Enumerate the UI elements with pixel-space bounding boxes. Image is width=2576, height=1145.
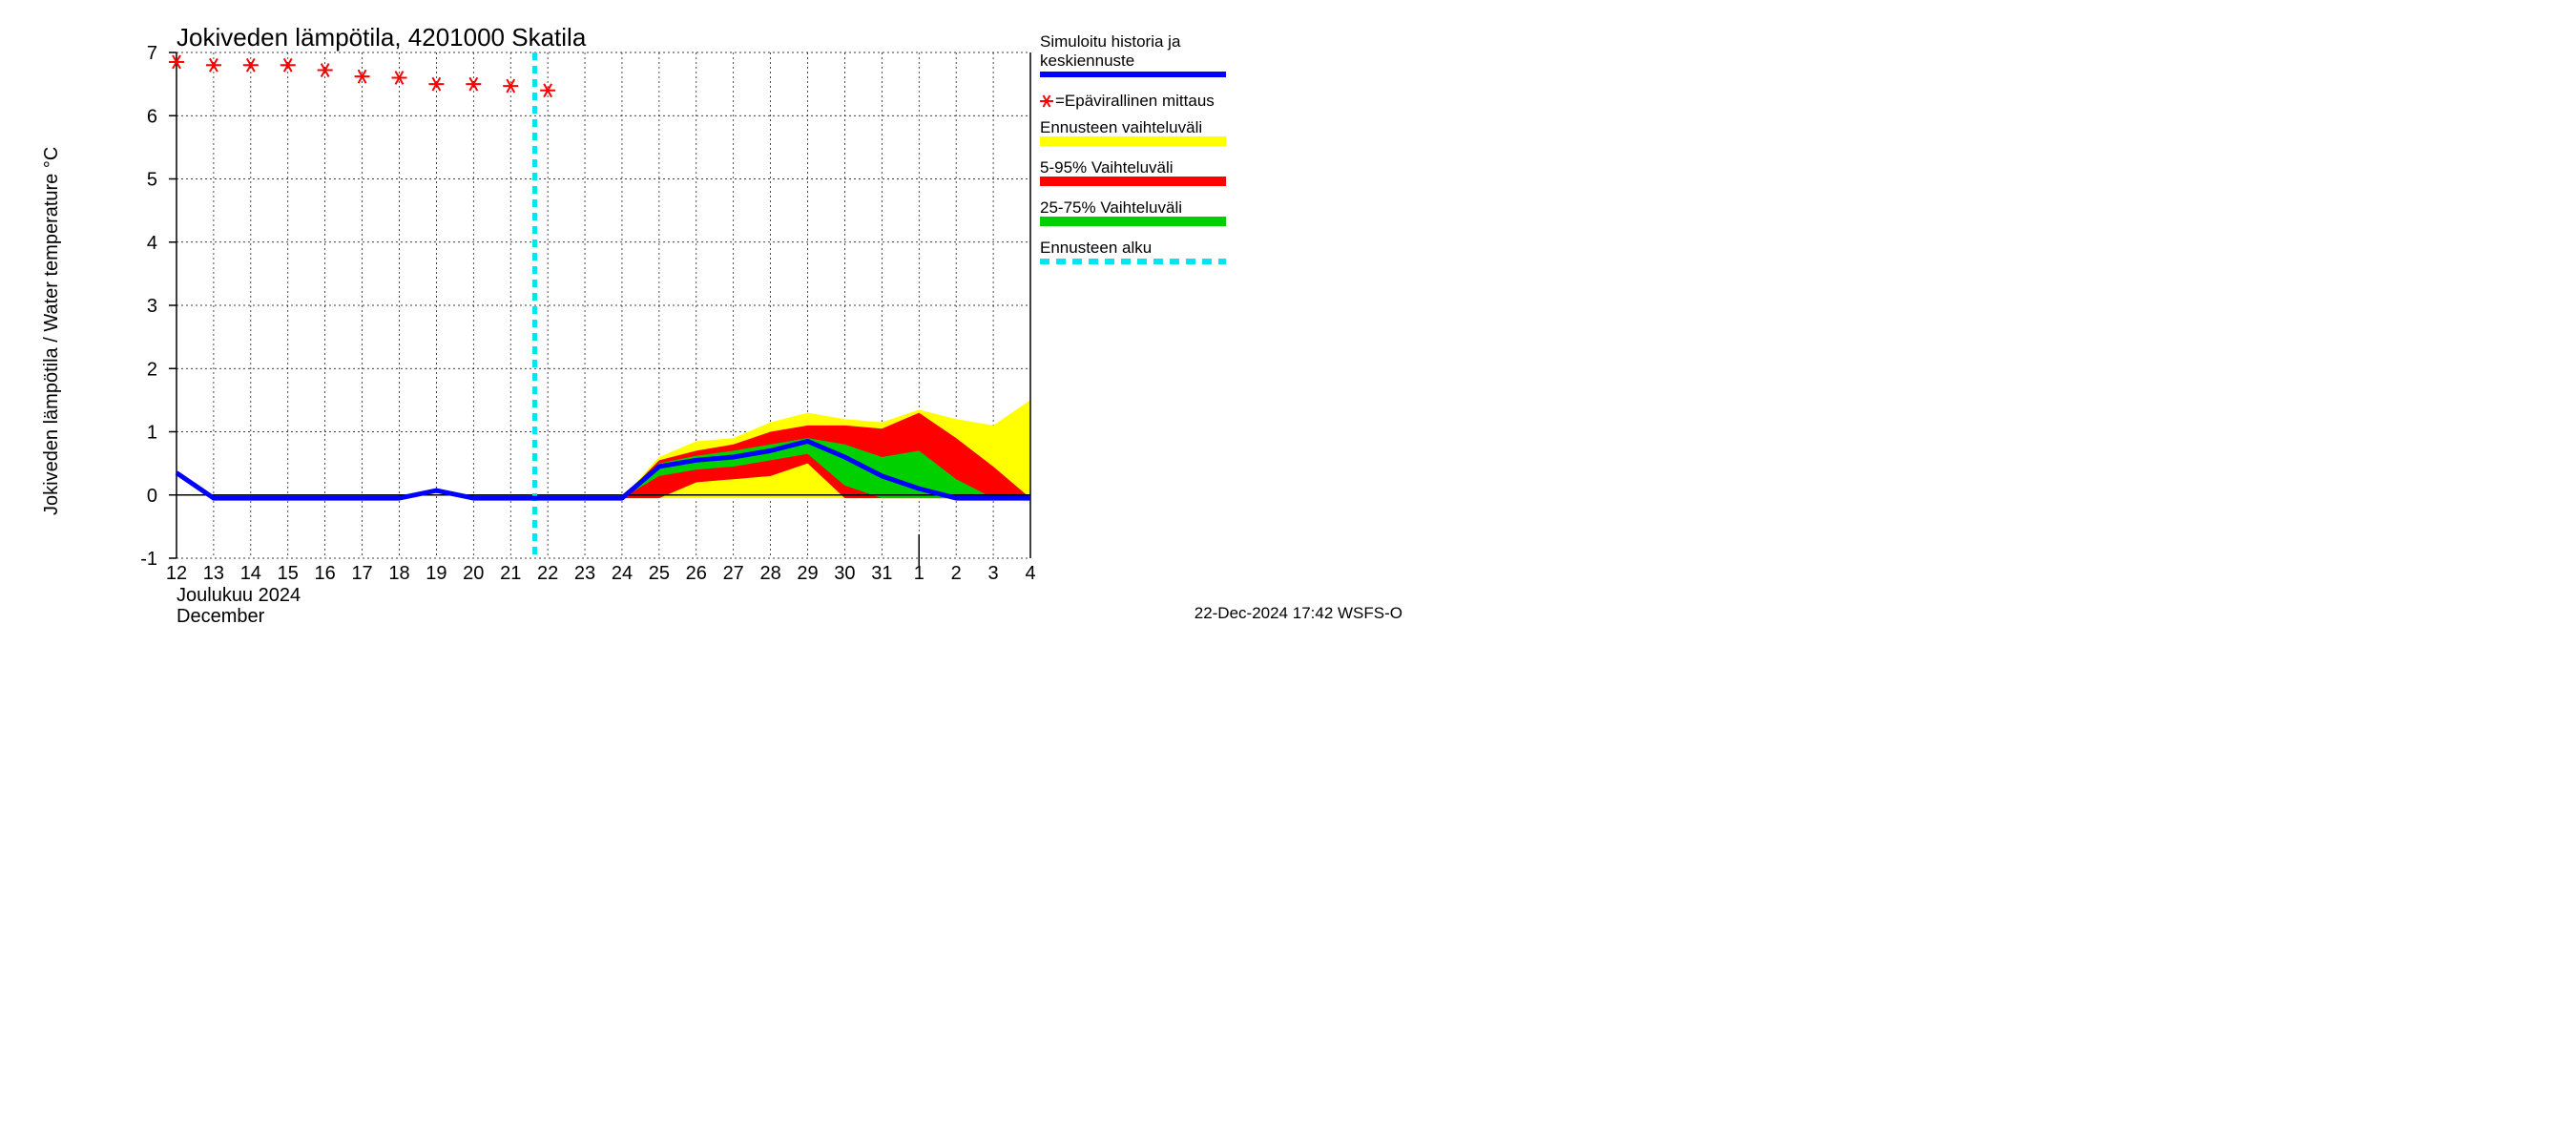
legend-label: keskiennuste — [1040, 52, 1134, 70]
y-tick: 2 — [147, 359, 157, 380]
y-tick: 7 — [147, 43, 157, 64]
x-tick: 24 — [612, 563, 633, 584]
x-tick: 23 — [574, 563, 595, 584]
legend-label: =Epävirallinen mittaus — [1055, 92, 1215, 110]
x-tick: 22 — [537, 563, 558, 584]
legend-label: 25-75% Vaihteluväli — [1040, 198, 1182, 217]
x-tick: 1 — [914, 563, 924, 584]
y-tick: 5 — [147, 170, 157, 191]
y-tick: 0 — [147, 486, 157, 507]
chart-container: Jokiveden lämpötila / Water temperature … — [0, 0, 1412, 628]
x-tick: 12 — [166, 563, 187, 584]
x-tick: 31 — [871, 563, 892, 584]
marker-asterisk — [318, 64, 333, 77]
y-tick: -1 — [140, 549, 157, 570]
x-tick: 26 — [686, 563, 707, 584]
y-axis-label: Jokiveden lämpötila / Water temperature … — [41, 147, 62, 515]
x-tick: 30 — [834, 563, 855, 584]
x-tick: 17 — [351, 563, 372, 584]
legend-label: Simuloitu historia ja — [1040, 32, 1181, 51]
chart-title: Jokiveden lämpötila, 4201000 Skatila — [177, 23, 587, 52]
x-tick: 14 — [240, 563, 261, 584]
legend: Simuloitu historia jakeskiennuste =Epävir… — [1040, 32, 1226, 261]
footer-timestamp: 22-Dec-2024 17:42 WSFS-O — [1195, 604, 1402, 622]
y-tick: 1 — [147, 423, 157, 444]
marker-asterisk — [540, 84, 555, 97]
marker-asterisk — [280, 58, 296, 72]
x-tick: 2 — [951, 563, 962, 584]
x-tick: 15 — [278, 563, 299, 584]
legend-swatch-band — [1040, 136, 1226, 146]
marker-asterisk — [243, 58, 259, 72]
y-tick: 3 — [147, 296, 157, 317]
marker-asterisk — [206, 58, 221, 72]
chart-svg: Jokiveden lämpötila / Water temperature … — [0, 0, 1412, 628]
legend-swatch-band — [1040, 177, 1226, 186]
marker-asterisk — [466, 77, 481, 91]
y-tick-labels: -1 0 1 2 3 4 5 6 7 — [140, 43, 157, 570]
x-tick: 21 — [500, 563, 521, 584]
y-tick: 6 — [147, 106, 157, 127]
legend-label: 5-95% Vaihteluväli — [1040, 158, 1174, 177]
x-tick: 28 — [759, 563, 780, 584]
y-tick: 4 — [147, 233, 157, 254]
legend-label: Ennusteen vaihteluväli — [1040, 118, 1202, 136]
x-tick: 25 — [649, 563, 670, 584]
x-tick: 27 — [723, 563, 744, 584]
marker-asterisk — [428, 77, 444, 91]
x-tick: 4 — [1025, 563, 1035, 584]
legend-label: Ennusteen alku — [1040, 239, 1152, 257]
x-tick-labels: 1213141516171819202122232425262728293031… — [166, 563, 1036, 584]
x-tick: 19 — [426, 563, 447, 584]
x-axis-month-label-en: December — [177, 606, 265, 627]
x-tick: 18 — [388, 563, 409, 584]
legend-swatch-band — [1040, 217, 1226, 226]
x-tick: 20 — [463, 563, 484, 584]
x-tick: 29 — [797, 563, 818, 584]
x-axis-month-label: Joulukuu 2024 — [177, 585, 301, 606]
x-tick: 13 — [203, 563, 224, 584]
plot-area: -101234567 12131415161718192021222324252… — [140, 43, 1035, 584]
x-tick: 16 — [315, 563, 336, 584]
x-tick: 3 — [988, 563, 999, 584]
